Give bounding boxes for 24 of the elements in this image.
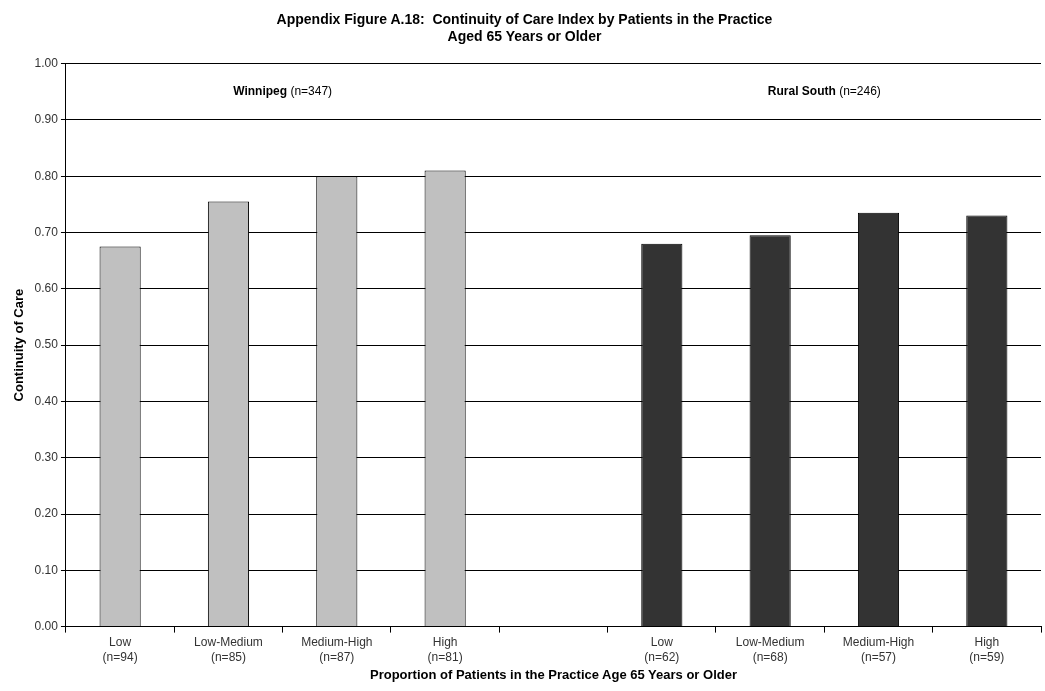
annotation: Rural South (n=246) bbox=[767, 83, 881, 98]
x-axis-title: Proportion of Patients in the Practice Age 65 Years or Older bbox=[369, 666, 737, 682]
y-tick-label: 0.20 bbox=[34, 506, 59, 521]
y-tick-label: 0.00 bbox=[34, 618, 59, 633]
annotation: Winnipeg (n=347) bbox=[233, 83, 333, 98]
x-tick-label: Low (n=94) bbox=[102, 635, 138, 664]
y-tick-label: 1.00 bbox=[34, 55, 59, 70]
x-tick-label: Low-Medium (n=85) bbox=[194, 635, 263, 664]
x-tick-label: Medium-High (n=87) bbox=[301, 635, 373, 664]
y-tick-label: 0.30 bbox=[34, 450, 59, 465]
x-tick-label: Low (n=62) bbox=[644, 635, 680, 664]
y-tick-label: 0.60 bbox=[34, 281, 59, 296]
y-tick-label: 0.40 bbox=[34, 393, 59, 408]
chart-title: Appendix Figure A.18: Continuity of Care Index by Patients in the Practice Aged 65 Years or Older bbox=[276, 11, 773, 45]
x-tick-label: Medium-High (n=57) bbox=[842, 635, 915, 664]
y-tick-label: 0.90 bbox=[34, 112, 59, 127]
x-tick-label: Low-Medium (n=68) bbox=[735, 635, 805, 664]
x-tick-label: High (n=59) bbox=[969, 635, 1005, 664]
y-tick-label: 0.80 bbox=[34, 168, 59, 183]
y-axis-title: Continuity of Care bbox=[11, 288, 27, 402]
x-tick-label: High (n=81) bbox=[427, 635, 463, 664]
y-tick-label: 0.10 bbox=[34, 562, 59, 577]
y-tick-label: 0.70 bbox=[34, 224, 59, 239]
y-tick-label: 0.50 bbox=[34, 337, 59, 352]
